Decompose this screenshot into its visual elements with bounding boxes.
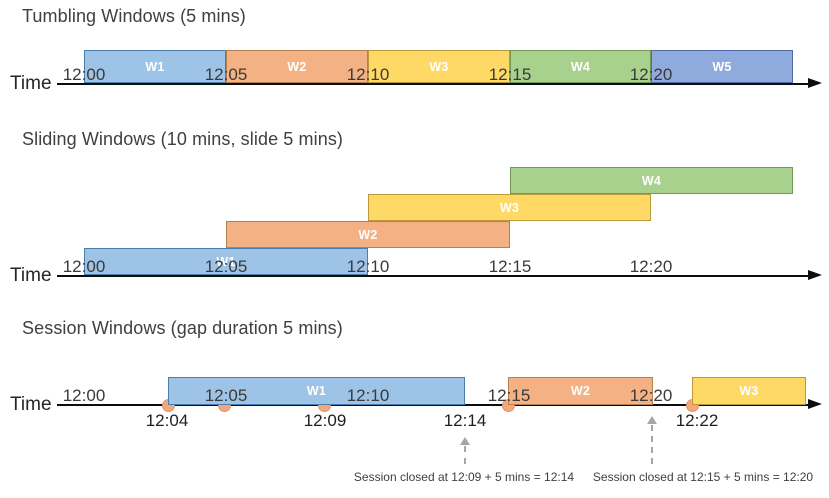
- section-title-session: Session Windows (gap duration 5 mins): [22, 318, 343, 338]
- window-w1: W1: [84, 50, 226, 83]
- axis-tick-label: 12:20: [629, 65, 673, 84]
- window-w2: W2: [226, 50, 368, 83]
- event-time-label: 12:22: [675, 411, 719, 430]
- axis-arrowhead-icon: [808, 78, 822, 88]
- window-label: W2: [570, 384, 591, 398]
- time-axis-line-session: [57, 404, 810, 406]
- window-label: W2: [358, 227, 378, 242]
- axis-tick-label: 12:20: [629, 257, 673, 276]
- axis-tick-label: 12:05: [204, 65, 248, 84]
- window-label: W1: [216, 254, 236, 269]
- callout-dashed-line: [651, 425, 653, 464]
- window-label: W4: [570, 59, 591, 74]
- axis-tick-label: 12:10: [346, 65, 390, 84]
- axis-tick-label: 12:15: [488, 257, 532, 276]
- window-label: W1: [306, 384, 327, 398]
- window-label: W2: [287, 59, 307, 74]
- callout-arrowhead-icon: [460, 437, 470, 445]
- axis-tick-label: 12:00: [62, 386, 106, 405]
- window-label: W3: [739, 384, 759, 398]
- window-label: W5: [712, 59, 732, 74]
- event-time-label: 12:04: [145, 411, 189, 430]
- window-w3: W3: [368, 194, 651, 221]
- window-w2: W2: [226, 221, 510, 248]
- window-w3: W3: [368, 50, 510, 83]
- window-label: W3: [429, 59, 449, 74]
- window-w1: W1: [168, 377, 465, 405]
- window-w1: W1: [84, 248, 368, 275]
- time-axis-line-tumbling: [57, 83, 810, 85]
- section-title-sliding: Sliding Windows (10 mins, slide 5 mins): [22, 129, 344, 149]
- window-label: W4: [641, 173, 662, 188]
- time-axis-line-sliding: [57, 275, 810, 277]
- axis-tick-label: 12:00: [62, 257, 106, 276]
- axis-arrowhead-icon: [808, 270, 822, 280]
- event-time-label: 12:09: [303, 411, 347, 430]
- time-axis-label-tumbling: Time: [10, 73, 52, 94]
- axis-tick-label: 12:10: [346, 257, 390, 276]
- window-label: W1: [145, 59, 165, 74]
- section-title-tumbling: Tumbling Windows (5 mins): [22, 6, 246, 26]
- axis-tick-label: 12:05: [204, 257, 248, 276]
- axis-tick-label: 12:10: [346, 386, 390, 405]
- window-w5: W5: [651, 50, 793, 83]
- callout-dashed-line: [464, 446, 466, 464]
- window-w4: W4: [510, 50, 651, 83]
- axis-arrowhead-icon: [808, 399, 822, 409]
- axis-tick-label: 12:15: [488, 65, 532, 84]
- session-closed-annotation: Session closed at 12:15 + 5 mins = 12:20: [592, 470, 814, 484]
- window-label: W3: [499, 200, 520, 215]
- time-axis-label-session: Time: [10, 394, 52, 415]
- axis-tick-label: 12:05: [204, 386, 248, 405]
- callout-arrowhead-icon: [647, 416, 657, 424]
- window-w3: W3: [692, 377, 806, 405]
- axis-tick-label: 12:20: [629, 386, 673, 405]
- event-time-label: 12:14: [443, 411, 487, 430]
- time-axis-label-sliding: Time: [10, 265, 52, 286]
- session-closed-annotation: Session closed at 12:09 + 5 mins = 12:14: [353, 470, 575, 484]
- window-w4: W4: [510, 167, 793, 194]
- axis-tick-label: 12:00: [62, 65, 106, 84]
- window-w2: W2: [508, 377, 653, 405]
- axis-tick-label: 12:15: [487, 386, 531, 405]
